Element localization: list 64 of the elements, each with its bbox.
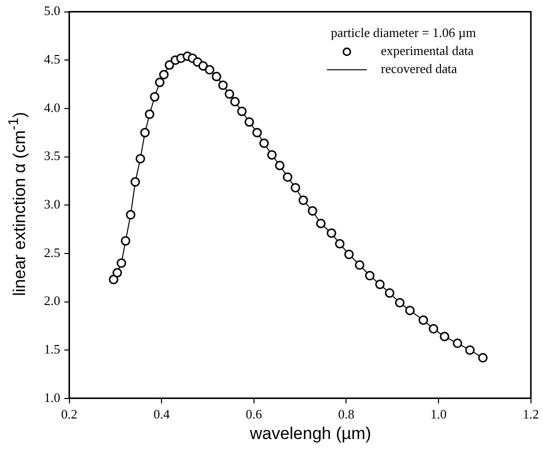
point xyxy=(212,72,222,82)
point xyxy=(150,92,160,102)
point xyxy=(224,89,234,99)
point xyxy=(440,332,450,342)
point xyxy=(290,182,300,192)
point xyxy=(136,154,146,164)
point xyxy=(465,345,475,355)
point xyxy=(375,280,385,290)
point xyxy=(335,239,345,249)
point xyxy=(316,218,326,228)
y-tick-label: 1.5 xyxy=(44,341,60,356)
point xyxy=(418,315,428,325)
point xyxy=(452,338,462,348)
point xyxy=(116,258,126,268)
point xyxy=(354,260,364,270)
point xyxy=(140,128,150,138)
point xyxy=(198,61,208,71)
y-tick-label: 2.5 xyxy=(44,244,60,260)
point xyxy=(126,210,136,220)
point xyxy=(130,177,140,187)
point xyxy=(218,80,228,90)
y-tick-label: 3.0 xyxy=(44,196,60,212)
y-tick-label: 5.0 xyxy=(44,3,60,18)
point xyxy=(478,353,488,363)
point xyxy=(252,128,262,138)
y-tick-label: 4.5 xyxy=(44,52,60,67)
point xyxy=(120,236,130,246)
point xyxy=(282,172,292,182)
point xyxy=(384,288,394,298)
x-axis-title: wavelengh (µm) xyxy=(248,424,372,444)
point xyxy=(428,324,438,334)
point xyxy=(308,206,318,216)
y-tick-label: 4.0 xyxy=(44,100,60,115)
point xyxy=(230,96,240,106)
x-tick-label: 1.0 xyxy=(430,406,447,422)
y-tick-label: 1.0 xyxy=(44,390,60,405)
y-tick-label: 2.0 xyxy=(44,293,60,308)
point xyxy=(159,70,169,80)
x-tick-label: 0.6 xyxy=(246,406,263,422)
point xyxy=(405,306,415,316)
point xyxy=(204,65,214,75)
point xyxy=(259,138,269,148)
point xyxy=(395,298,405,308)
point xyxy=(112,268,122,278)
legend-label: recovered data xyxy=(380,61,458,76)
point xyxy=(164,60,174,70)
x-tick-label: 0.4 xyxy=(153,406,170,422)
point xyxy=(298,196,308,206)
x-tick-label: 0.8 xyxy=(338,406,354,422)
x-tick-label: 1.2 xyxy=(522,406,539,422)
point xyxy=(108,274,118,284)
legend-title: particle diameter = 1.06 µm xyxy=(330,25,476,40)
point xyxy=(275,160,284,170)
point xyxy=(326,228,336,238)
legend-label: experimental data xyxy=(380,43,474,58)
point xyxy=(237,106,247,116)
point xyxy=(144,110,154,119)
point xyxy=(365,270,375,280)
point xyxy=(154,78,164,88)
point xyxy=(244,117,254,127)
point xyxy=(344,250,354,260)
y-tick-label: 3.5 xyxy=(44,148,60,164)
point xyxy=(267,150,277,160)
x-tick-label: 0.2 xyxy=(61,406,78,422)
